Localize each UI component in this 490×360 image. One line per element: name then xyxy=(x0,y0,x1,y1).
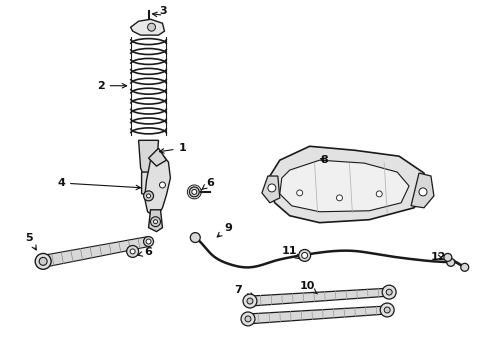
Text: 11: 11 xyxy=(282,247,300,259)
Text: 6: 6 xyxy=(201,178,214,190)
Circle shape xyxy=(337,195,343,201)
Circle shape xyxy=(189,187,199,197)
Polygon shape xyxy=(131,19,165,35)
Circle shape xyxy=(190,233,200,243)
FancyBboxPatch shape xyxy=(142,172,155,194)
Text: 1: 1 xyxy=(159,143,186,153)
Polygon shape xyxy=(262,176,280,203)
Text: 4: 4 xyxy=(57,178,141,190)
Circle shape xyxy=(147,194,150,198)
Circle shape xyxy=(153,220,157,224)
Circle shape xyxy=(302,252,308,258)
Polygon shape xyxy=(411,173,434,208)
Circle shape xyxy=(386,289,392,295)
Circle shape xyxy=(419,188,427,196)
Text: 7: 7 xyxy=(234,285,254,297)
Circle shape xyxy=(159,182,166,188)
Text: 12: 12 xyxy=(431,252,447,262)
Text: 10: 10 xyxy=(300,281,318,294)
Circle shape xyxy=(146,239,151,244)
Circle shape xyxy=(39,257,47,265)
Circle shape xyxy=(384,307,390,313)
Circle shape xyxy=(297,190,303,196)
Circle shape xyxy=(192,189,197,194)
Text: 5: 5 xyxy=(25,233,36,250)
Circle shape xyxy=(461,264,469,271)
Circle shape xyxy=(35,253,51,269)
Circle shape xyxy=(380,303,394,317)
Circle shape xyxy=(268,184,276,192)
Circle shape xyxy=(144,191,153,201)
Polygon shape xyxy=(268,146,427,223)
Circle shape xyxy=(150,217,161,227)
Text: 3: 3 xyxy=(160,6,167,16)
Circle shape xyxy=(144,237,153,247)
Circle shape xyxy=(444,253,452,261)
Text: 8: 8 xyxy=(320,155,328,165)
Polygon shape xyxy=(148,148,167,166)
Circle shape xyxy=(376,191,382,197)
Polygon shape xyxy=(148,210,163,231)
Circle shape xyxy=(247,298,253,304)
Polygon shape xyxy=(145,152,171,218)
Text: 6: 6 xyxy=(138,247,152,257)
Circle shape xyxy=(382,285,396,299)
Circle shape xyxy=(147,23,155,31)
Text: 9: 9 xyxy=(217,222,232,237)
Polygon shape xyxy=(42,237,149,267)
Polygon shape xyxy=(247,306,388,324)
Polygon shape xyxy=(280,160,409,212)
Polygon shape xyxy=(249,288,390,306)
Circle shape xyxy=(130,249,135,254)
Circle shape xyxy=(127,246,139,257)
Text: 2: 2 xyxy=(97,81,126,91)
Circle shape xyxy=(447,258,455,266)
Circle shape xyxy=(241,312,255,326)
Polygon shape xyxy=(139,140,158,173)
Circle shape xyxy=(299,249,311,261)
Circle shape xyxy=(243,294,257,308)
Circle shape xyxy=(245,316,251,322)
